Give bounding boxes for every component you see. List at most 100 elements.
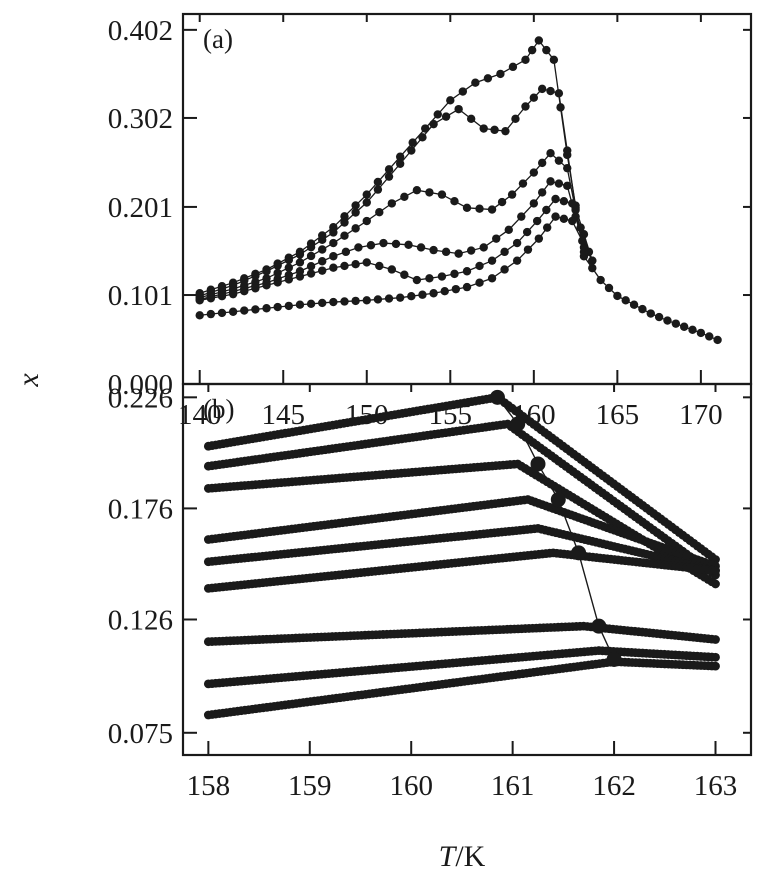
data-point <box>217 308 227 318</box>
data-point <box>705 332 714 341</box>
data-series-6 <box>203 548 720 593</box>
data-point <box>507 190 517 199</box>
y-tick-label: 0.402 <box>108 15 173 47</box>
data-point <box>284 255 294 265</box>
x-axis-label: T/K <box>439 840 486 873</box>
data-point <box>446 96 455 105</box>
data-point <box>500 247 509 257</box>
data-point <box>475 278 484 287</box>
data-point <box>375 261 384 271</box>
data-point <box>621 296 630 305</box>
data-point <box>487 274 497 283</box>
data-point <box>504 225 513 235</box>
y-tick-label: 0.126 <box>108 604 173 636</box>
data-point <box>306 299 316 309</box>
data-point <box>362 216 371 226</box>
data-point <box>711 661 720 671</box>
data-point <box>329 252 338 261</box>
data-point <box>407 291 416 301</box>
data-point <box>554 156 564 165</box>
data-point <box>362 190 371 199</box>
data-point <box>391 239 401 249</box>
data-point <box>542 205 551 215</box>
data-point <box>711 566 720 576</box>
data-point <box>549 55 559 65</box>
data-point <box>596 275 605 285</box>
data-point <box>454 104 463 114</box>
data-point <box>475 204 484 213</box>
data-point <box>475 261 484 271</box>
data-point <box>195 311 204 320</box>
data-point <box>546 148 555 158</box>
data-point <box>529 168 539 177</box>
data-point <box>512 238 522 248</box>
data-point <box>251 284 260 293</box>
data-point <box>306 262 316 271</box>
data-point <box>487 205 497 214</box>
data-point <box>351 201 360 210</box>
data-point <box>523 245 533 254</box>
data-point <box>559 197 569 206</box>
panel-label: (a) <box>203 24 233 54</box>
data-point <box>711 652 720 662</box>
x-tick-label: 161 <box>491 770 535 802</box>
data-point <box>329 238 338 248</box>
data-point <box>395 293 405 302</box>
data-point <box>517 212 526 221</box>
data-point <box>373 177 383 187</box>
data-point <box>404 240 413 250</box>
data-point <box>646 309 655 318</box>
data-point <box>295 300 305 309</box>
data-point <box>437 272 447 281</box>
x-tick-label: 170 <box>679 399 723 431</box>
data-point <box>262 281 271 290</box>
data-point <box>379 238 388 248</box>
x-tick-label: 159 <box>288 770 332 802</box>
data-point <box>542 45 551 55</box>
data-point <box>362 296 371 305</box>
data-point <box>441 112 451 121</box>
data-point <box>273 302 282 312</box>
y-tick-label: 0.226 <box>108 382 173 414</box>
y-tick-label: 0.201 <box>108 192 173 224</box>
data-point <box>418 133 427 142</box>
data-point <box>340 212 349 221</box>
data-point <box>458 87 468 96</box>
data-series-8 <box>203 646 720 689</box>
data-point <box>679 322 689 331</box>
data-point <box>479 124 488 133</box>
data-point <box>537 188 547 197</box>
data-point <box>318 245 327 254</box>
data-point <box>534 36 544 45</box>
data-point <box>462 282 472 292</box>
data-point <box>613 291 622 301</box>
data-point <box>483 74 493 83</box>
data-point <box>400 192 409 201</box>
data-point <box>318 235 327 245</box>
data-point <box>240 306 249 315</box>
data-point <box>554 89 564 98</box>
data-point <box>340 297 349 306</box>
data-point <box>451 284 461 294</box>
data-point <box>340 261 349 271</box>
x-axis-variable: T <box>439 840 458 873</box>
x-tick-label: 145 <box>261 399 305 431</box>
data-point <box>429 245 438 255</box>
data-point <box>546 177 555 186</box>
peak-point <box>606 651 622 667</box>
data-point <box>440 287 449 296</box>
data-point <box>373 185 383 194</box>
data-point <box>412 275 422 285</box>
data-point <box>638 304 647 314</box>
x-tick-label: 160 <box>389 770 433 802</box>
data-point <box>462 267 472 276</box>
data-point <box>563 146 572 155</box>
data-point <box>251 305 260 314</box>
panel-label: (b) <box>203 394 234 424</box>
data-point <box>407 146 416 155</box>
data-point <box>546 86 555 96</box>
data-point <box>351 296 360 306</box>
data-point <box>351 224 360 233</box>
data-point <box>329 263 338 272</box>
